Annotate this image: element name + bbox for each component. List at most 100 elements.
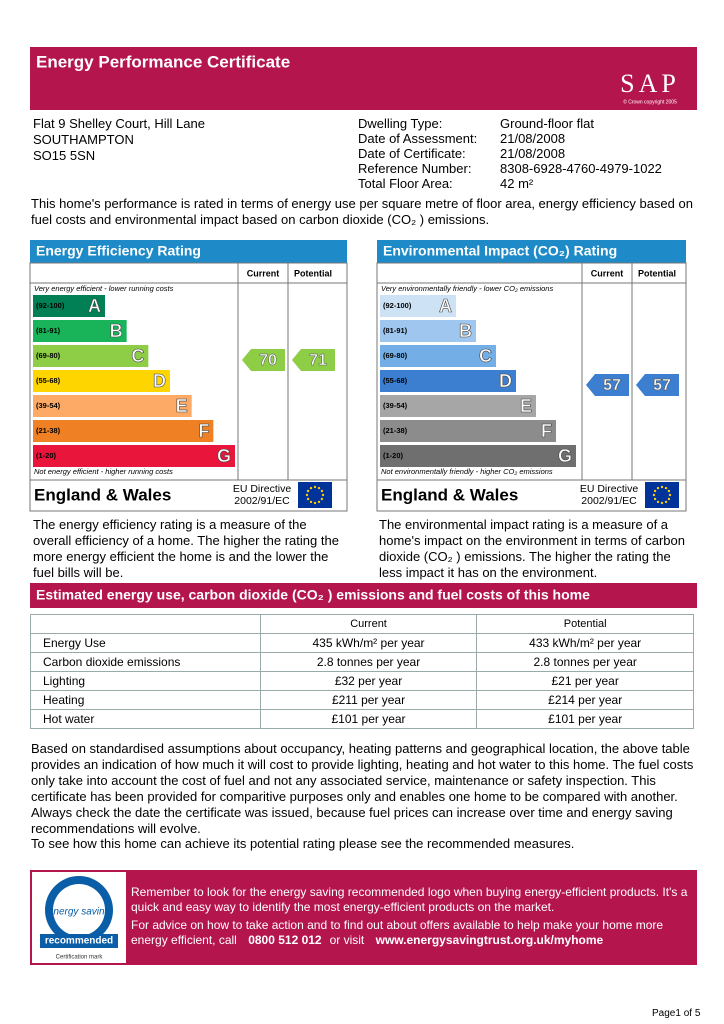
eu-star <box>664 486 668 490</box>
detail-row: Date of Certificate: 21/08/2008 <box>358 146 688 161</box>
eu-star <box>309 486 313 490</box>
note: Based on standardised assumptions about … <box>31 741 694 836</box>
band <box>380 445 576 467</box>
table-cell: Carbon dioxide emissions <box>30 652 261 672</box>
column-header: Potential <box>638 268 676 278</box>
address-line: SO15 5SN <box>33 148 96 163</box>
band-range: (69-80) <box>383 351 408 360</box>
band <box>33 320 127 342</box>
directive: 2002/91/EC <box>234 495 290 507</box>
band <box>33 345 149 367</box>
band-range: (69-80) <box>36 351 61 360</box>
band-range: (1-20) <box>36 451 57 460</box>
eu-star <box>306 497 310 501</box>
details: Dwelling Type: Ground-floor flat Date of A… <box>358 116 688 191</box>
panel-title: Energy Efficiency Rating <box>36 243 201 259</box>
contact-text: For advice on how to take action and to … <box>131 918 664 947</box>
header-cell: Potential <box>476 614 694 634</box>
eu-star <box>660 501 664 505</box>
band <box>380 320 476 342</box>
table-row: Lighting £32 per year £21 per year <box>30 671 694 691</box>
title: Energy Performance Certificate <box>36 52 290 71</box>
detail-label: Date of Certificate: <box>358 146 466 161</box>
note: To see how this home can achieve its pot… <box>31 836 575 851</box>
sap-logo: SAP <box>620 69 680 98</box>
header-cell <box>30 614 261 634</box>
band-letter: A <box>439 296 452 316</box>
panel-title-bar <box>377 240 686 263</box>
band <box>380 370 516 392</box>
rating-value: 57 <box>603 377 621 394</box>
band <box>33 295 105 317</box>
directive: EU Directive <box>580 483 639 495</box>
detail-value: 8308-6928-4760-4979-1022 <box>500 161 662 176</box>
band-range: (55-68) <box>36 376 61 385</box>
band-range: (1-20) <box>383 451 404 460</box>
logo-note: Certification mark <box>56 955 104 961</box>
panel-title-bar <box>30 240 347 263</box>
table-cell: Heating <box>30 690 261 710</box>
eu-star <box>656 500 660 504</box>
logo-top: energy saving <box>48 907 111 918</box>
panel-frame <box>29 262 348 512</box>
eu-star <box>313 501 317 505</box>
eu-star <box>305 493 309 497</box>
eu-star <box>656 486 660 490</box>
table-cell: Hot water <box>30 709 261 729</box>
detail-row: Reference Number: 8308-6928-4760-4979-102… <box>358 161 688 176</box>
rating-value: 70 <box>259 352 277 369</box>
detail-label: Reference Number: <box>358 161 472 176</box>
band <box>33 395 192 417</box>
rating-value: 71 <box>309 352 327 369</box>
eu-star <box>668 493 672 497</box>
band-range: (21-38) <box>383 426 408 435</box>
rating-arrow <box>586 374 629 396</box>
eu-star <box>653 489 657 493</box>
table-cell: 2.8 tonnes per year <box>476 652 694 672</box>
detail-row: Date of Assessment: 21/08/2008 <box>358 131 688 146</box>
band <box>380 420 556 442</box>
detail-value: 42 m² <box>500 176 534 191</box>
eu-star <box>313 485 317 489</box>
band-letter: G <box>217 446 231 466</box>
detail-label: Date of Assessment: <box>358 131 478 146</box>
table-cell: 433 kWh/m² per year <box>476 633 694 653</box>
intro: This home's performance is rated in term… <box>31 196 693 227</box>
band <box>33 370 170 392</box>
table-cell: £101 per year <box>476 709 694 729</box>
eu-star <box>664 500 668 504</box>
band-range: (81-91) <box>36 326 61 335</box>
detail-row: Dwelling Type: Ground-floor flat <box>358 116 688 131</box>
eu-star <box>660 485 664 489</box>
table-row: Heating £211 per year £214 per year <box>30 690 694 710</box>
band-letter: F <box>198 421 209 441</box>
bottom-note: Not energy efficient - higher running co… <box>34 467 173 476</box>
phone: 0800 512 012 <box>248 933 322 947</box>
contact: For advice on how to take action and to … <box>131 918 691 948</box>
directive: 2002/91/EC <box>581 495 637 507</box>
table-row: Hot water £101 per year £101 per year <box>30 709 694 729</box>
band-letter: D <box>499 371 512 391</box>
table-cell: Lighting <box>30 671 261 691</box>
estimates-table: Current Potential Energy Use 435 kWh/m² per… <box>30 614 694 729</box>
top-note: Very environmentally friendly - lower CO… <box>381 284 553 293</box>
band-range: (92-100) <box>36 301 65 310</box>
page-number: Page1 of 5 <box>652 1008 701 1019</box>
eu-star <box>653 497 657 501</box>
band-range: (81-91) <box>383 326 408 335</box>
header-bar <box>30 47 697 110</box>
band-range: (21-38) <box>36 426 61 435</box>
eu-star <box>309 500 313 504</box>
address-line: Flat 9 Shelley Court, Hill Lane <box>33 116 205 131</box>
column-header: Current <box>591 268 624 278</box>
address-line: SOUTHAMPTON <box>33 132 134 147</box>
eu-star <box>306 489 310 493</box>
or-visit: or visit <box>329 933 365 947</box>
table-cell: Energy Use <box>30 633 261 653</box>
logo-band <box>40 934 118 948</box>
band-letter: E <box>520 396 532 416</box>
eu-star <box>321 493 325 497</box>
advice-box <box>30 870 697 965</box>
logo-inner <box>53 884 105 936</box>
